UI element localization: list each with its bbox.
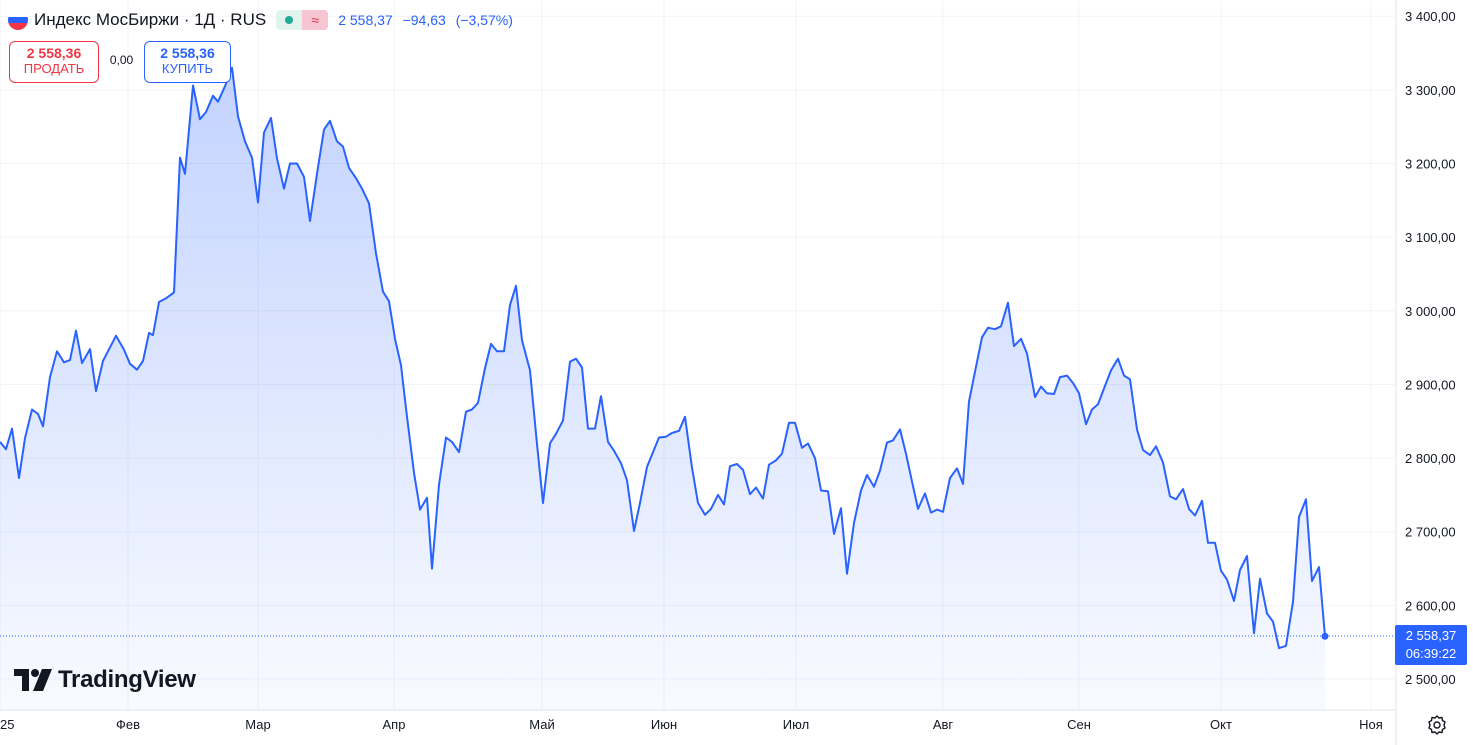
y-tick-label: 2 800,00 bbox=[1405, 451, 1456, 466]
y-tick-label: 2 900,00 bbox=[1405, 377, 1456, 392]
delayed-data-badge: ≈ bbox=[302, 10, 329, 30]
x-tick-label: Окт bbox=[1210, 717, 1232, 732]
last-price: 2 558,37 bbox=[338, 12, 393, 28]
quote-values: 2 558,37 −94,63 (−3,57%) bbox=[338, 12, 519, 28]
buy-price: 2 558,36 bbox=[160, 45, 215, 61]
price-change-percent: (−3,57%) bbox=[455, 12, 513, 28]
x-tick-label: Апр bbox=[383, 717, 406, 732]
logo-text: TradingView bbox=[58, 666, 196, 693]
x-tick-label: Май bbox=[529, 717, 554, 732]
gear-icon[interactable] bbox=[1426, 714, 1448, 736]
x-tick-label: Ноя bbox=[1359, 717, 1383, 732]
y-tick-label: 2 600,00 bbox=[1405, 598, 1456, 613]
y-tick-label: 3 400,00 bbox=[1405, 9, 1456, 24]
last-point bbox=[1321, 632, 1329, 640]
x-tick-label: Сен bbox=[1067, 717, 1091, 732]
y-tick-label: 2 500,00 bbox=[1405, 672, 1456, 687]
symbol-header: Индекс МосБиржи · 1Д · RUS ≈ 2 558,37 −9… bbox=[8, 8, 519, 32]
x-tick-label: Мар bbox=[245, 717, 270, 732]
last-price-label: 2 558,37 06:39:22 bbox=[1395, 625, 1467, 665]
time-axis[interactable]: 25 Фев Мар Апр Май Июн Июл Авг Сен Окт Ноя bbox=[0, 717, 1383, 732]
market-status[interactable]: ≈ bbox=[276, 10, 329, 30]
sell-label: ПРОДАТЬ bbox=[23, 61, 85, 76]
x-tick-label: Июл bbox=[783, 717, 809, 732]
market-open-icon bbox=[276, 10, 303, 30]
trade-panel: 2 558,36 ПРОДАТЬ 0,00 2 558,36 КУПИТЬ bbox=[9, 41, 231, 83]
tradingview-logo-icon bbox=[14, 669, 52, 691]
spread-value: 0,00 bbox=[109, 53, 134, 67]
sell-price: 2 558,36 bbox=[26, 45, 82, 61]
bar-countdown: 06:39:22 bbox=[1405, 646, 1457, 661]
tradingview-logo[interactable]: TradingView bbox=[14, 666, 196, 694]
price-axis[interactable]: 2 500,00 2 600,00 2 700,00 2 800,00 2 900,00… bbox=[1405, 9, 1456, 687]
area-fill bbox=[0, 67, 1325, 711]
russia-flag-icon bbox=[8, 10, 28, 30]
x-tick-label: 25 bbox=[0, 717, 14, 732]
buy-label: КУПИТЬ bbox=[161, 61, 214, 76]
buy-button[interactable]: 2 558,36 КУПИТЬ bbox=[144, 41, 231, 83]
last-price-label-value: 2 558,37 bbox=[1405, 628, 1457, 643]
x-tick-label: Июн bbox=[651, 717, 677, 732]
y-tick-label: 2 700,00 bbox=[1405, 525, 1456, 540]
sell-button[interactable]: 2 558,36 ПРОДАТЬ bbox=[9, 41, 99, 83]
x-tick-label: Фев bbox=[116, 717, 140, 732]
x-tick-label: Авг bbox=[933, 717, 954, 732]
y-tick-label: 3 000,00 bbox=[1405, 304, 1456, 319]
price-change: −94,63 bbox=[402, 12, 446, 28]
y-tick-label: 3 300,00 bbox=[1405, 83, 1456, 98]
area-series bbox=[0, 66, 1396, 711]
series-line bbox=[0, 66, 1326, 650]
y-tick-label: 3 100,00 bbox=[1405, 230, 1456, 245]
symbol-title[interactable]: Индекс МосБиржи · 1Д · RUS bbox=[34, 10, 267, 29]
y-tick-label: 3 200,00 bbox=[1405, 157, 1456, 172]
